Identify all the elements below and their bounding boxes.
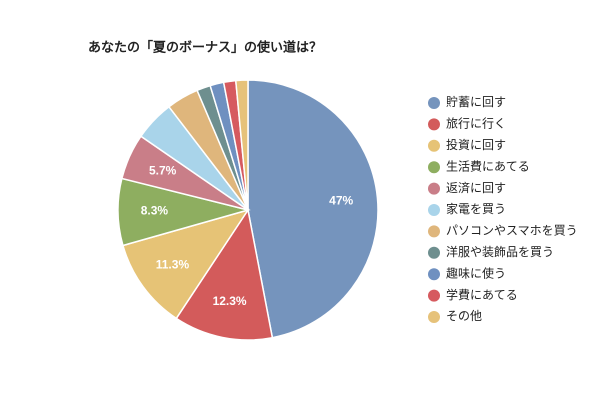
- legend-label: 学費にあてる: [446, 287, 518, 302]
- legend-marker: [428, 204, 440, 216]
- data-label: 11.3%: [156, 257, 190, 271]
- legend-label: パソコンやスマホを買う: [446, 224, 578, 238]
- data-label: 47%: [329, 193, 353, 207]
- data-label: 5.7%: [149, 164, 177, 178]
- legend-marker: [428, 246, 440, 259]
- legend-label: 洋服や装飾品を買う: [446, 244, 554, 259]
- data-label: 12.3%: [213, 294, 247, 308]
- legend-marker: [428, 118, 440, 131]
- legend-marker: [428, 311, 440, 323]
- legend-marker: [428, 225, 440, 238]
- legend-label: 趣味に使う: [446, 265, 506, 280]
- legend-marker: [428, 268, 440, 281]
- legend-marker: [428, 97, 440, 109]
- pie-slice: [175, 208, 274, 341]
- data-label: 8.3%: [141, 204, 169, 218]
- legend-label: 旅行に行く: [446, 117, 506, 131]
- legend-marker: [428, 139, 440, 152]
- pie-slice: [247, 79, 379, 339]
- chart-title: あなたの「夏のボーナス」の使い道は？: [88, 39, 322, 54]
- legend-label: 家電を買う: [446, 201, 506, 216]
- pie-slice: [234, 79, 249, 211]
- legend-label: 貯蓄に回す: [446, 95, 506, 109]
- legend-label: その他: [446, 309, 482, 323]
- legend-marker: [428, 182, 440, 195]
- legend-marker: [428, 161, 440, 174]
- legend-label: 返済に回す: [446, 180, 506, 195]
- legend-label: 投資に回す: [446, 137, 506, 152]
- legend-marker: [428, 289, 440, 302]
- legend-label: 生活費にあてる: [446, 158, 530, 173]
